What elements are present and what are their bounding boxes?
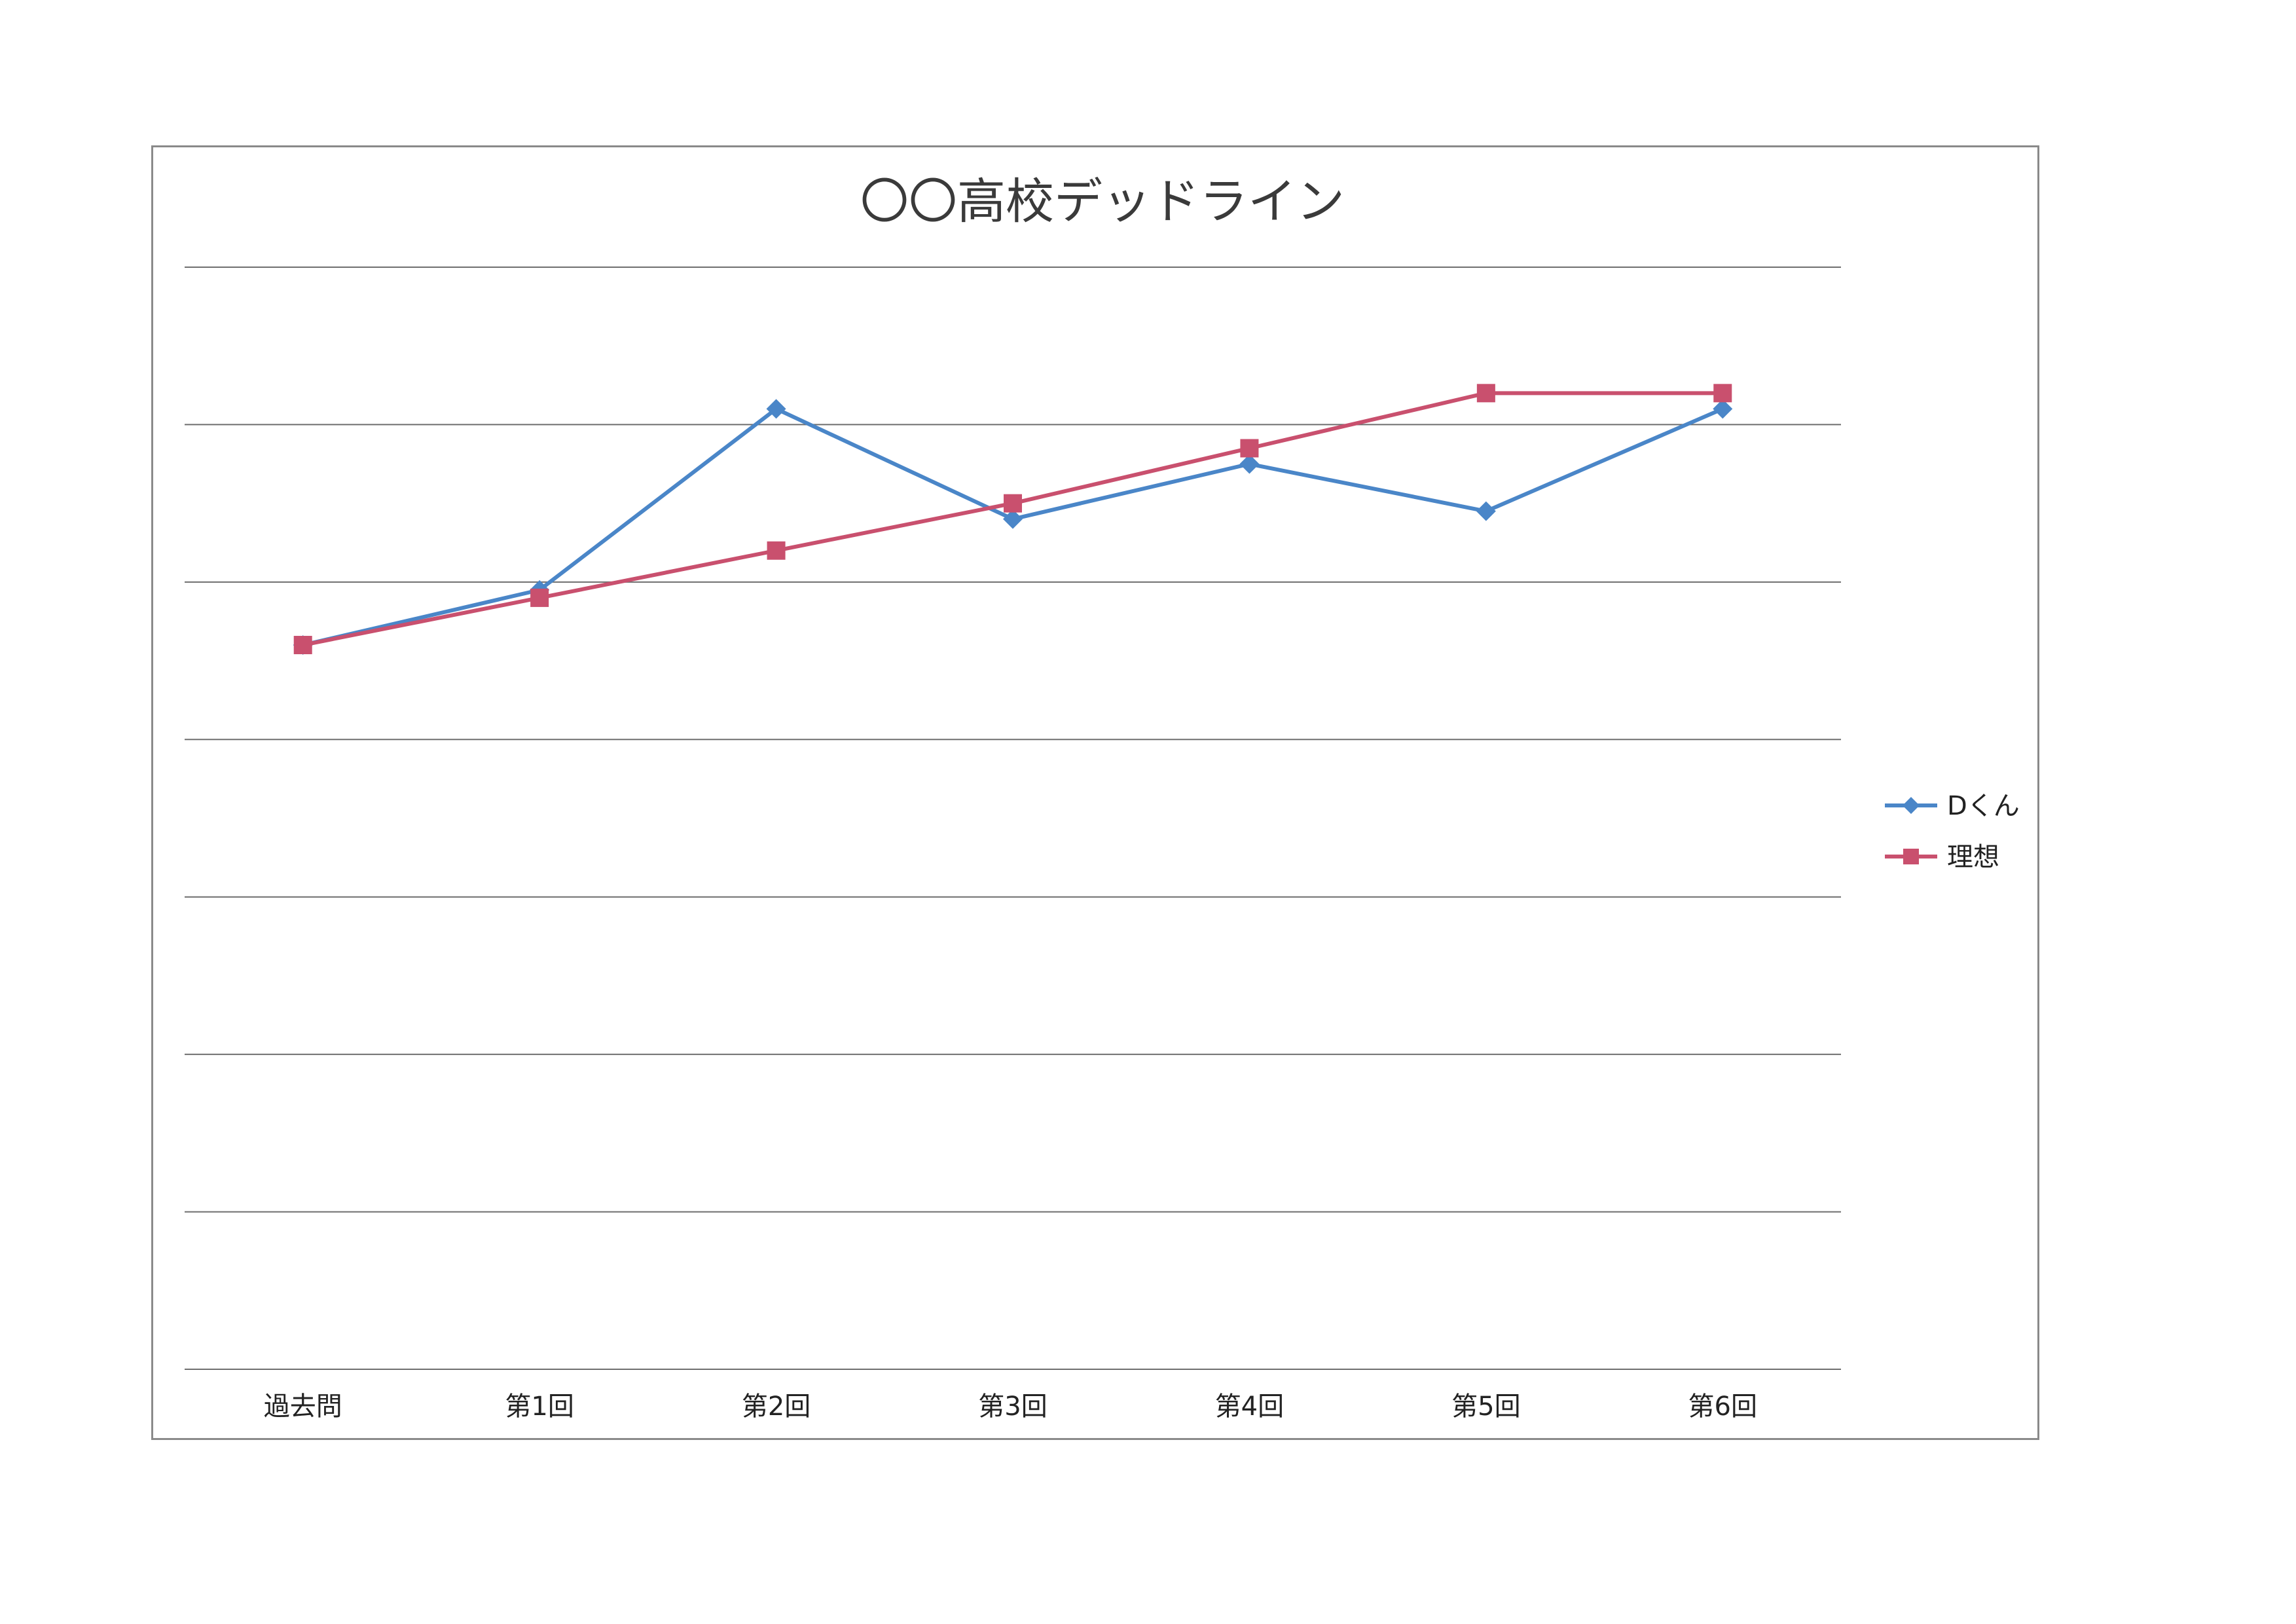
gridlines — [185, 267, 1841, 1370]
legend-entry: Dくん — [1885, 791, 2020, 821]
x-tick-label: 第1回 — [505, 1392, 574, 1422]
series-2 — [293, 384, 1732, 655]
series-1 — [293, 399, 1733, 655]
legend-marker — [1903, 849, 1919, 864]
data-point — [1476, 501, 1496, 521]
x-tick-label: 第6回 — [1688, 1392, 1757, 1422]
data-point — [767, 541, 786, 560]
x-axis-ticks: 過去問 第1回 第2回 第3回 第4回 第5回 第6回 — [264, 1392, 1757, 1422]
x-tick-label: 第3回 — [978, 1392, 1047, 1422]
legend-label: Dくん — [1947, 791, 2020, 821]
data-point — [1476, 384, 1495, 403]
data-point — [1713, 399, 1733, 419]
data-point — [293, 636, 312, 655]
data-point — [1713, 384, 1732, 403]
legend-label: 理想 — [1947, 842, 1999, 872]
x-tick-label: 過去問 — [264, 1392, 342, 1422]
chart-title: 〇〇高校デッドライン — [860, 174, 1345, 230]
data-point — [1239, 454, 1260, 474]
legend-entry: 理想 — [1885, 842, 1999, 872]
x-tick-label: 第5回 — [1451, 1392, 1520, 1422]
series-layer — [293, 384, 1733, 655]
data-point — [1004, 494, 1022, 513]
data-point — [766, 399, 786, 419]
data-point — [530, 588, 549, 607]
legend-marker — [1903, 797, 1920, 814]
x-tick-label: 第2回 — [742, 1392, 811, 1422]
data-point — [1003, 509, 1023, 529]
chart-frame: 〇〇高校デッドライン 過去問 第1回 第2回 第3回 第4回 第5回 第6回 Dくん理想 — [151, 145, 2039, 1440]
data-point — [1240, 439, 1259, 458]
x-tick-label: 第4回 — [1215, 1392, 1284, 1422]
